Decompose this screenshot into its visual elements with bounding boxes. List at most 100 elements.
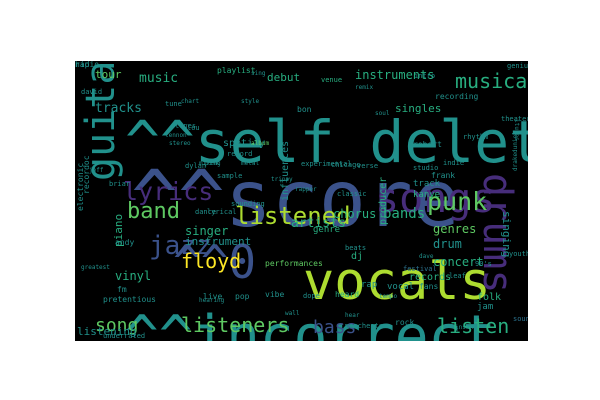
word-81: hearing	[199, 297, 225, 304]
word-99: 90's	[475, 260, 492, 268]
word-16: listen	[437, 314, 510, 338]
word-40: singles	[395, 102, 442, 115]
word-1: ^^self deletes	[125, 108, 528, 176]
word-31: tour	[95, 68, 122, 81]
word-44: performances	[265, 259, 323, 268]
word-77: indie	[443, 159, 465, 167]
word-86: lennon	[165, 132, 187, 139]
word-23: artists	[291, 216, 346, 231]
word-47: vocal	[387, 282, 415, 292]
word-18: music	[139, 71, 179, 86]
word-105: lyrical	[207, 208, 237, 216]
word-98: jeff	[89, 167, 104, 174]
word-36: records	[409, 272, 452, 283]
word-91: mixing	[199, 160, 221, 167]
word-54: album	[251, 140, 270, 147]
word-88: rhythm	[463, 133, 489, 141]
word-95: underrated	[103, 332, 146, 340]
word-87: dope	[303, 292, 320, 300]
word-39: genre	[313, 225, 341, 235]
word-7: songs	[375, 176, 496, 222]
word-17: bass	[313, 317, 357, 338]
word-117: soul	[375, 110, 390, 117]
word-119: lou	[187, 124, 200, 132]
word-89: beats	[345, 244, 367, 252]
word-22: chorus	[333, 207, 377, 221]
word-70: hear	[345, 312, 360, 319]
word-114: classic	[337, 190, 367, 198]
word-21: bands	[383, 206, 426, 222]
word-9: listened	[235, 202, 351, 230]
word-113: stereo	[169, 140, 191, 147]
word-58: sounding	[231, 200, 265, 208]
word-69: rock	[395, 318, 415, 327]
word-25: concert	[433, 255, 484, 269]
word-90: wall	[285, 310, 300, 317]
word-101: sounded	[513, 315, 528, 323]
word-3: vocals	[303, 252, 491, 312]
word-111: metal	[241, 160, 260, 167]
word-109: dylan	[185, 162, 207, 170]
word-41: track	[413, 179, 441, 189]
word-61: folk	[477, 292, 502, 303]
word-104: style	[241, 98, 260, 105]
word-20: instruments	[355, 68, 435, 82]
word-2: ^^incorrect	[125, 304, 496, 342]
word-100: fans	[419, 282, 439, 291]
word-56: robert	[413, 140, 442, 149]
word-76: studio	[413, 164, 439, 172]
word-43: influences	[280, 140, 291, 201]
word-118: trippy	[271, 176, 293, 183]
word-45: dj	[351, 251, 364, 262]
word-112: tunes	[175, 122, 197, 130]
word-15: song	[95, 315, 139, 336]
word-107: leaf	[449, 272, 466, 280]
word-85: itunes	[513, 119, 520, 141]
word-73: festival	[403, 265, 437, 273]
word-60: frank	[431, 171, 456, 180]
word-49: playlist	[217, 66, 256, 75]
word-68: andy	[115, 238, 135, 247]
word-84: theater	[501, 115, 528, 123]
word-14: listeners	[181, 313, 290, 337]
word-71: manchester	[345, 322, 388, 330]
word-57: chicago	[331, 161, 361, 169]
word-110: pink	[205, 160, 220, 167]
word-37: producer	[378, 176, 389, 225]
word-50: venue	[321, 76, 343, 84]
word-8: lyrics	[123, 177, 214, 206]
word-51: remix	[355, 84, 374, 91]
word-78: recordoc	[82, 155, 91, 194]
word-66: fm	[117, 285, 127, 294]
word-38: kanye	[413, 190, 441, 200]
word-75: intro	[414, 72, 436, 80]
word-63: pop	[235, 292, 250, 301]
word-4: ^^0	[173, 235, 257, 289]
word-74: sing	[251, 70, 266, 77]
word-121: hip	[75, 61, 90, 69]
word-83: greatest	[81, 264, 110, 271]
word-120: radio	[75, 61, 100, 69]
word-13: floyd	[181, 249, 242, 273]
word-97: david	[81, 88, 103, 96]
word-10: punk	[427, 187, 488, 216]
word-64: vibe	[265, 290, 285, 299]
word-19: musical	[455, 69, 528, 93]
word-12: band	[127, 199, 180, 224]
word-79: youth	[509, 250, 528, 258]
word-116: verse	[357, 162, 379, 170]
word-62: jam	[477, 302, 494, 312]
word-108: tune	[165, 100, 182, 108]
word-24: singer	[185, 224, 229, 238]
word-30: tracks	[95, 101, 142, 116]
word-35: listening	[77, 325, 137, 338]
word-46: rap	[361, 280, 378, 290]
word-42: instrument	[185, 235, 252, 248]
word-103: experimental	[301, 160, 352, 168]
word-96: briar	[109, 180, 131, 188]
word-34: vinyl	[115, 269, 152, 283]
word-106: dave	[419, 253, 434, 260]
word-53: genius	[507, 62, 528, 70]
word-115: sample	[217, 172, 243, 180]
